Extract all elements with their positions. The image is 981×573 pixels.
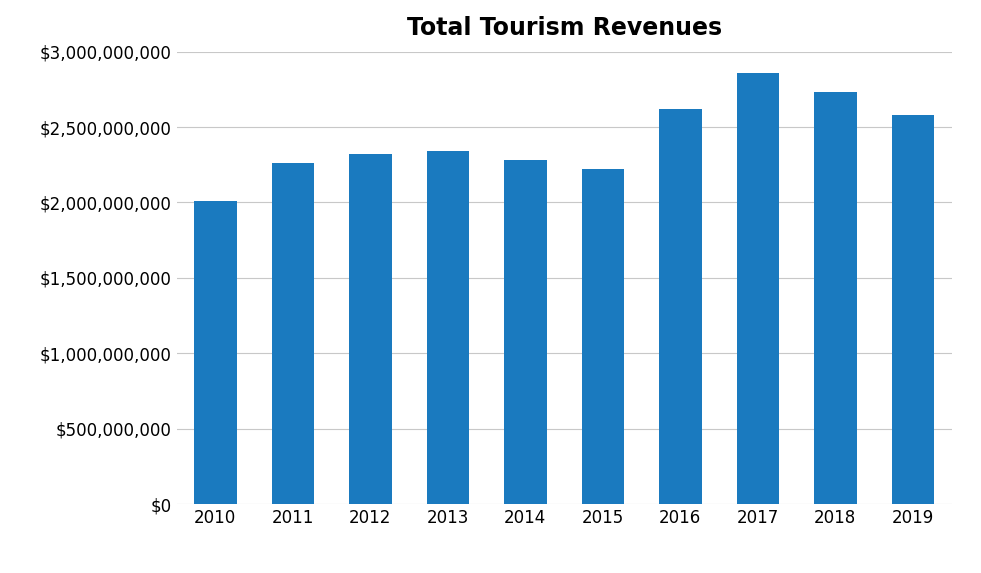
- Bar: [737, 73, 779, 504]
- Bar: [194, 201, 236, 504]
- Bar: [659, 109, 701, 504]
- Bar: [349, 154, 391, 504]
- Bar: [814, 92, 856, 504]
- Title: Total Tourism Revenues: Total Tourism Revenues: [406, 16, 722, 40]
- Bar: [272, 163, 314, 504]
- Bar: [892, 115, 934, 504]
- Bar: [427, 151, 469, 504]
- Bar: [504, 160, 546, 504]
- Bar: [582, 169, 624, 504]
